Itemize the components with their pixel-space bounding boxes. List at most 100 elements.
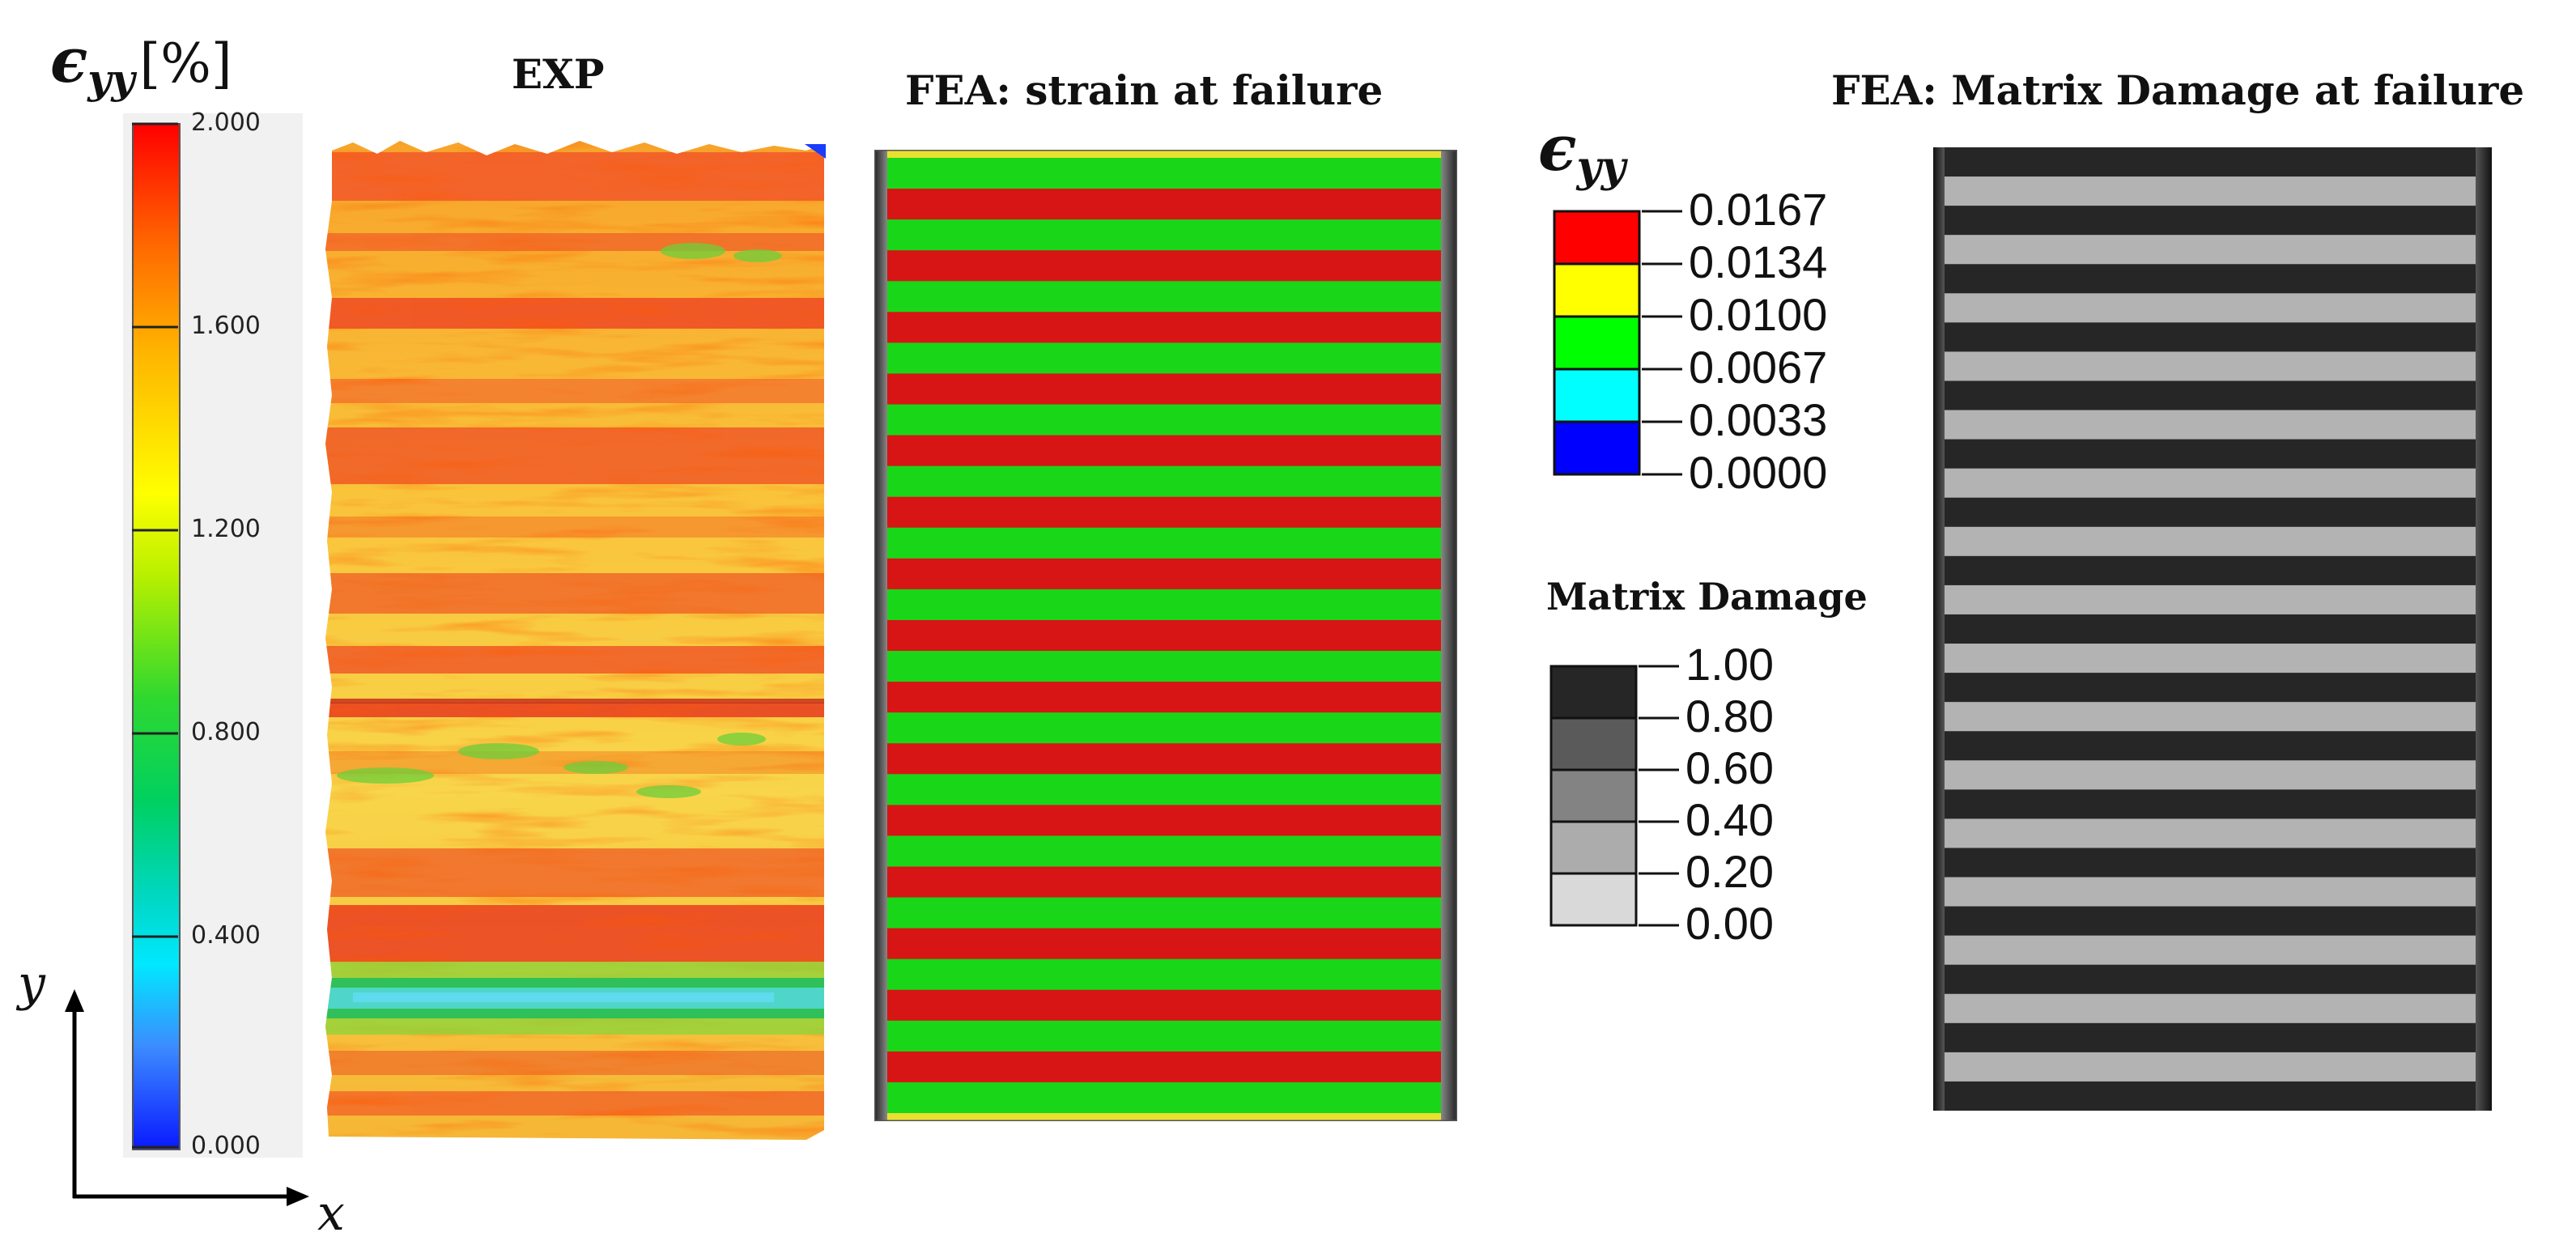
- damage-legend-label: 0.20: [1685, 846, 1774, 897]
- strain-legend-swatch: [1553, 210, 1641, 266]
- strain-stripe: [874, 1082, 1457, 1114]
- strain-stripe: [874, 158, 1457, 189]
- damage-legend-label: 0.00: [1685, 898, 1774, 949]
- damage-legend-swatch: [1549, 768, 1638, 823]
- colorbar-tick-label: 1.600: [191, 312, 261, 340]
- damage-legend-swatch: [1549, 716, 1638, 771]
- strain-stripe: [874, 928, 1457, 960]
- damage-legend-swatch: [1549, 665, 1638, 720]
- damage-stripe: [1933, 584, 2492, 615]
- strain-stripe: [874, 373, 1457, 406]
- strain-stripe: [874, 712, 1457, 744]
- damage-stripe: [1933, 351, 2492, 381]
- strain-stripe: [874, 682, 1457, 713]
- strain-stripe: [874, 435, 1457, 467]
- strain-legend-title: ϵyy: [1538, 112, 1626, 192]
- strain-stripe: [874, 189, 1457, 220]
- strain-legend-label: 0.0067: [1689, 342, 1828, 393]
- damage-stripe: [1933, 993, 2492, 1024]
- strain-stripe: [874, 1020, 1457, 1052]
- colorbar-tick-label: 0.000: [191, 1132, 261, 1160]
- strain-stripe: [874, 312, 1457, 343]
- fea-damage-title: FEA: Matrix Damage at failure: [1831, 66, 2525, 114]
- y-arrowhead: [65, 989, 84, 1012]
- damage-stripe: [1933, 964, 2492, 995]
- strain-stripe-bottom-sliver: [874, 1113, 1457, 1121]
- colorbar-tick-label: 0.800: [191, 718, 261, 746]
- damage-stripe: [1933, 380, 2492, 411]
- damage-stripe: [1933, 322, 2492, 352]
- strain-stripe: [874, 589, 1457, 621]
- fea-damage-plot: [1933, 147, 2492, 1111]
- strain-legend-swatch: [1553, 368, 1641, 423]
- damage-legend-label: 0.80: [1685, 691, 1774, 742]
- exp-dic-strain-map: [325, 141, 826, 1140]
- exp-green-spots: [337, 243, 782, 798]
- strain-stripe-top-sliver: [874, 150, 1457, 158]
- colorbar-tick-label: 2.000: [191, 108, 261, 137]
- strain-stripe: [874, 219, 1457, 251]
- strain-stripe: [874, 619, 1457, 652]
- strain-stripe: [874, 527, 1457, 559]
- damage-stripe: [1933, 468, 2492, 499]
- strain-stripe: [874, 958, 1457, 991]
- damage-edge-right: [2476, 147, 2492, 1111]
- damage-legend-swatches: [1549, 665, 1679, 927]
- damage-stripe: [1933, 526, 2492, 557]
- strain-stripe: [874, 404, 1457, 436]
- damage-stripe: [1933, 789, 2492, 819]
- exp-dark-line: [325, 699, 824, 703]
- damage-stripe: [1933, 235, 2492, 265]
- damage-legend-label: 0.60: [1685, 742, 1774, 793]
- strain-stripes: [874, 150, 1457, 1121]
- strain-stripe: [874, 1051, 1457, 1083]
- strain-legend-swatches: [1553, 210, 1682, 476]
- damage-stripe: [1933, 702, 2492, 732]
- strain-stripe: [874, 465, 1457, 498]
- damage-stripe: [1933, 264, 2492, 294]
- strain-stripe: [874, 897, 1457, 929]
- damage-stripe: [1933, 176, 2492, 206]
- strain-stripe: [874, 743, 1457, 775]
- damage-stripe: [1933, 731, 2492, 761]
- strain-legend-label: 0.0167: [1689, 184, 1828, 235]
- exp-title: EXP: [512, 50, 605, 98]
- colorbar-title: ϵyy[%]: [50, 24, 293, 103]
- exp-green-band: [325, 962, 824, 1035]
- damage-legend-label: 1.00: [1685, 639, 1774, 690]
- damage-stripe: [1933, 935, 2492, 966]
- damage-stripe: [1933, 760, 2492, 790]
- damage-edge-left: [1933, 147, 1945, 1111]
- damage-stripe: [1933, 439, 2492, 470]
- x-axis-label: x: [317, 1185, 345, 1242]
- colorbar-tick-label: 0.400: [191, 921, 261, 950]
- coordinate-axes: [65, 989, 309, 1206]
- damage-stripe: [1933, 1052, 2492, 1082]
- damage-stripe: [1933, 206, 2492, 236]
- fea-strain-plot: [874, 150, 1457, 1121]
- colorbar-tick-label: 1.200: [191, 515, 261, 543]
- damage-stripe: [1933, 673, 2492, 703]
- strain-legend-label: 0.0134: [1689, 236, 1828, 287]
- colorbar-subscript: yy: [87, 55, 135, 103]
- damage-stripe: [1933, 410, 2492, 440]
- strain-stripe: [874, 774, 1457, 805]
- damage-stripe: [1933, 1081, 2492, 1111]
- strain-stripe: [874, 558, 1457, 590]
- damage-stripe: [1933, 877, 2492, 907]
- fea-strain-title: FEA: strain at failure: [905, 66, 1384, 114]
- colorbar-ticks: [132, 122, 178, 1149]
- strain-stripe: [874, 989, 1457, 1022]
- damage-stripe: [1933, 147, 2492, 177]
- strain-legend-swatch: [1553, 262, 1641, 318]
- colorbar-symbol: ϵ: [50, 24, 88, 96]
- strain-stripe: [874, 835, 1457, 867]
- strain-legend-label: 0.0100: [1689, 289, 1828, 340]
- strain-legend-label: 0.0000: [1689, 447, 1828, 498]
- damage-stripe: [1933, 555, 2492, 586]
- damage-stripe: [1933, 644, 2492, 674]
- strain-stripe: [874, 342, 1457, 374]
- strain-legend-label: 0.0033: [1689, 394, 1828, 445]
- damage-legend-swatch: [1549, 820, 1638, 875]
- damage-stripes: [1933, 147, 2492, 1111]
